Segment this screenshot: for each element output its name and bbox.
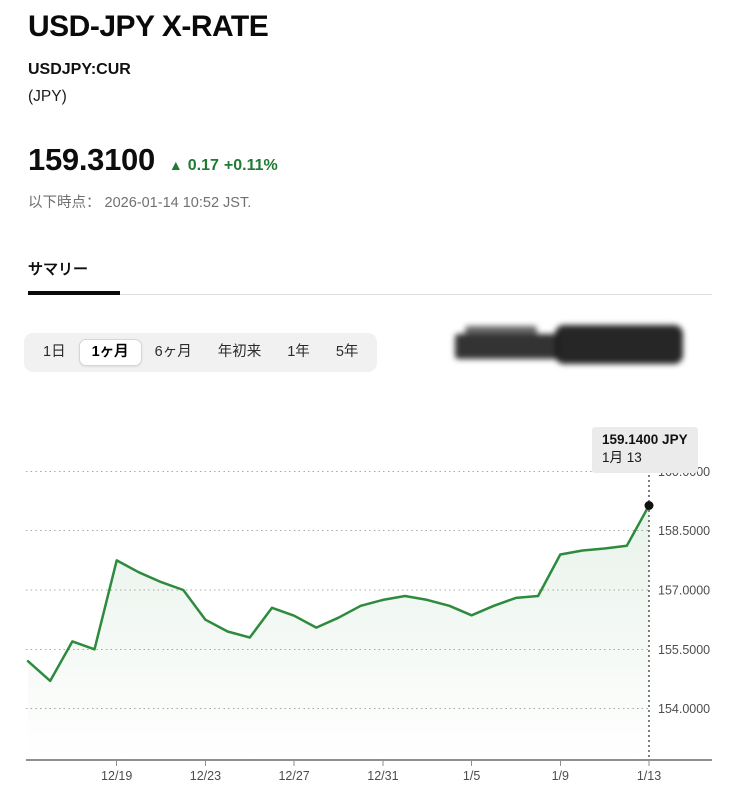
svg-text:12/23: 12/23 — [190, 769, 221, 783]
redacted-watermark — [453, 321, 689, 368]
currency-label: (JPY) — [28, 88, 67, 105]
range-button-5y[interactable]: 5年 — [323, 339, 372, 366]
change-percent: +0.11% — [223, 157, 278, 174]
svg-text:12/27: 12/27 — [278, 769, 309, 783]
tab-summary[interactable]: サマリー — [28, 261, 89, 278]
chart-tooltip: 159.1400 JPY 1月 13 — [592, 427, 698, 474]
svg-text:155.5000: 155.5000 — [658, 643, 710, 657]
tab-divider — [28, 294, 712, 295]
range-selector: 1日 1ヶ月 6ヶ月 年初来 1年 5年 — [24, 333, 378, 372]
price-chart[interactable]: 159.1400 JPY 1月 13 160.0000158.5000157.0… — [0, 420, 738, 796]
change-value: 0.17 — [187, 157, 219, 174]
up-arrow-icon: ▲ — [168, 157, 183, 173]
range-button-ytd[interactable]: 年初来 — [205, 339, 275, 366]
svg-text:157.0000: 157.0000 — [658, 584, 710, 598]
redacted-blob — [555, 325, 683, 364]
svg-text:1/13: 1/13 — [637, 769, 661, 783]
svg-text:12/19: 12/19 — [101, 769, 132, 783]
last-price: 159.3100 — [28, 142, 155, 177]
tooltip-value: 159.1400 JPY — [602, 432, 688, 447]
active-tab-underline — [28, 291, 120, 295]
price-chart-svg[interactable]: 160.0000158.5000157.0000155.5000154.0000… — [0, 420, 738, 796]
range-button-1m[interactable]: 1ヶ月 — [78, 338, 142, 367]
svg-text:1/9: 1/9 — [552, 769, 569, 783]
ticker-symbol: USDJPY:CUR — [28, 61, 131, 78]
range-button-1y[interactable]: 1年 — [274, 339, 323, 366]
tooltip-date: 1月 13 — [602, 450, 642, 466]
svg-text:12/31: 12/31 — [367, 769, 398, 783]
range-button-6m[interactable]: 6ヶ月 — [142, 339, 205, 366]
page-title: USD-JPY X-RATE — [28, 10, 269, 43]
svg-text:1/5: 1/5 — [463, 769, 480, 783]
as-of-timestamp: 以下時点： 2026-01-14 10:52 JST. — [28, 195, 252, 211]
price-change: ▲ 0.17 +0.11% — [169, 157, 278, 175]
range-button-1d[interactable]: 1日 — [30, 339, 79, 366]
redacted-blob — [455, 334, 559, 359]
quote-row: 159.3100 ▲ 0.17 +0.11% — [28, 142, 278, 178]
svg-text:158.5000: 158.5000 — [658, 524, 710, 538]
redacted-blob — [465, 326, 537, 337]
svg-text:154.0000: 154.0000 — [658, 702, 710, 716]
